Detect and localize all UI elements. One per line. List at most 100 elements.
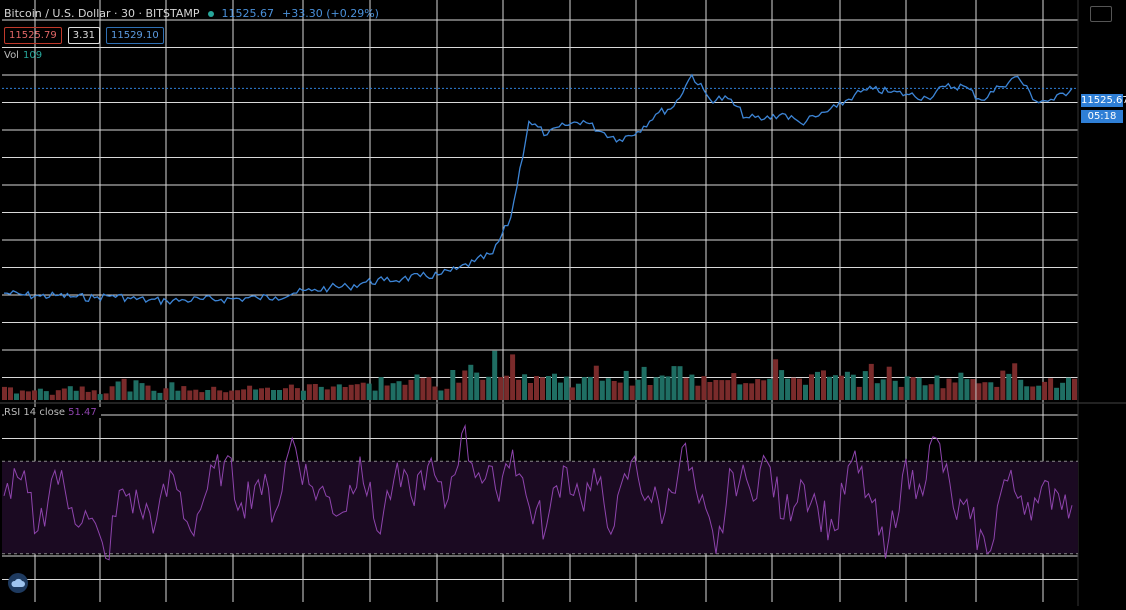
chart-settings-icon[interactable] xyxy=(1090,6,1112,22)
volume-bar xyxy=(815,371,820,400)
volume-bar xyxy=(348,384,354,400)
volume-bar xyxy=(300,390,306,400)
sell-price-button[interactable]: 11525.79 xyxy=(4,27,62,44)
volume-bar xyxy=(1042,381,1048,400)
volume-bar xyxy=(283,388,288,400)
volume-bar xyxy=(402,384,408,400)
volume-bar xyxy=(659,375,665,400)
volume-bar xyxy=(809,374,814,400)
volume-bar xyxy=(689,374,695,400)
volume-bar xyxy=(886,366,892,400)
volume-bar xyxy=(898,386,904,400)
spread-value: 3.31 xyxy=(67,27,100,44)
volume-bar xyxy=(1066,377,1071,400)
volume-bar xyxy=(701,376,707,400)
volume-bar xyxy=(593,365,599,400)
volume-bar xyxy=(223,392,229,400)
volume-bar xyxy=(683,377,689,400)
volume-bar xyxy=(492,350,498,400)
volume-bar xyxy=(139,383,145,400)
buy-price-button[interactable]: 11529.10 xyxy=(105,27,164,44)
volume-bar xyxy=(247,385,253,400)
volume-bar xyxy=(874,383,880,400)
volume-bar xyxy=(856,386,862,400)
volume-bar xyxy=(904,376,910,400)
volume-bar xyxy=(862,371,868,400)
volume-bar xyxy=(599,380,605,400)
volume-bar xyxy=(767,378,773,400)
volume-bar xyxy=(964,379,970,400)
volume-bar xyxy=(623,370,629,400)
volume-bar xyxy=(235,390,241,400)
volume-bar xyxy=(552,373,557,400)
volume-bar xyxy=(241,389,247,400)
volume-bar xyxy=(1030,386,1036,400)
volume-bar xyxy=(97,394,103,400)
volume-bar xyxy=(617,382,623,400)
volume-bar xyxy=(306,384,312,400)
volume-bar xyxy=(31,390,37,400)
volume-bar xyxy=(265,387,270,400)
volume-bar xyxy=(456,382,462,400)
volume-bar xyxy=(462,370,468,400)
volume-bar xyxy=(187,390,193,400)
rsi-line xyxy=(3,423,1073,561)
volume-bar xyxy=(731,373,737,400)
volume-bar xyxy=(145,385,151,400)
volume-bar xyxy=(1060,382,1066,400)
volume-bar xyxy=(432,386,438,400)
volume-bar xyxy=(1048,378,1054,400)
volume-bar xyxy=(695,385,701,400)
volume-bar xyxy=(37,388,43,400)
volume-bar xyxy=(79,386,85,400)
tradingview-cloud-icon[interactable] xyxy=(8,573,28,593)
volume-bar xyxy=(1054,387,1060,400)
volume-bar xyxy=(163,388,169,400)
volume-bar xyxy=(743,383,749,400)
volume-bar xyxy=(1000,370,1006,400)
volume-bar xyxy=(372,390,378,400)
volume-bar xyxy=(474,372,480,400)
volume-bar xyxy=(970,379,976,400)
volume-bar xyxy=(294,388,300,400)
last-price-badge: 11525.67 xyxy=(1081,94,1126,107)
volume-bar xyxy=(916,377,922,400)
volume-bar xyxy=(115,381,121,400)
volume-bar xyxy=(103,393,109,400)
volume-bar xyxy=(366,383,372,400)
volume-bar xyxy=(426,377,432,400)
volume-bar xyxy=(844,371,850,400)
volume-bar xyxy=(414,374,420,400)
bar-countdown-badge: 05:18 xyxy=(1081,110,1123,123)
volume-bar xyxy=(605,378,611,400)
volume-bar xyxy=(563,376,569,400)
volume-bar xyxy=(157,392,163,400)
volume-legend[interactable]: Vol 109 xyxy=(4,50,42,61)
symbol-title[interactable]: Bitcoin / U.S. Dollar · 30 · BITSTAMP xyxy=(4,7,200,20)
volume-bar xyxy=(791,377,797,400)
symbol-header[interactable]: Bitcoin / U.S. Dollar · 30 · BITSTAMP 11… xyxy=(4,7,379,20)
volume-bar xyxy=(534,376,539,400)
volume-bar xyxy=(480,379,486,400)
rsi-legend-name: RSI 14 close xyxy=(4,407,66,418)
volume-bar xyxy=(211,386,217,400)
volume-bar xyxy=(635,379,641,400)
volume-bar xyxy=(85,391,91,400)
volume-bar xyxy=(838,375,844,400)
volume-bar xyxy=(468,364,474,400)
volume-bar xyxy=(1036,385,1042,400)
rsi-legend-value: 51.47 xyxy=(68,407,97,418)
volume-bar xyxy=(109,386,115,400)
volume-bar xyxy=(976,383,982,400)
volume-bar xyxy=(8,387,13,400)
rsi-legend[interactable]: RSI 14 close 51.47 xyxy=(4,407,101,418)
volume-bar xyxy=(528,383,533,400)
volume-bar xyxy=(510,354,516,400)
volume-bar xyxy=(25,391,31,400)
volume-bar xyxy=(253,389,259,400)
header-last-price: 11525.67 xyxy=(221,7,275,20)
volume-bar xyxy=(557,382,563,400)
volume-bar xyxy=(540,377,545,400)
